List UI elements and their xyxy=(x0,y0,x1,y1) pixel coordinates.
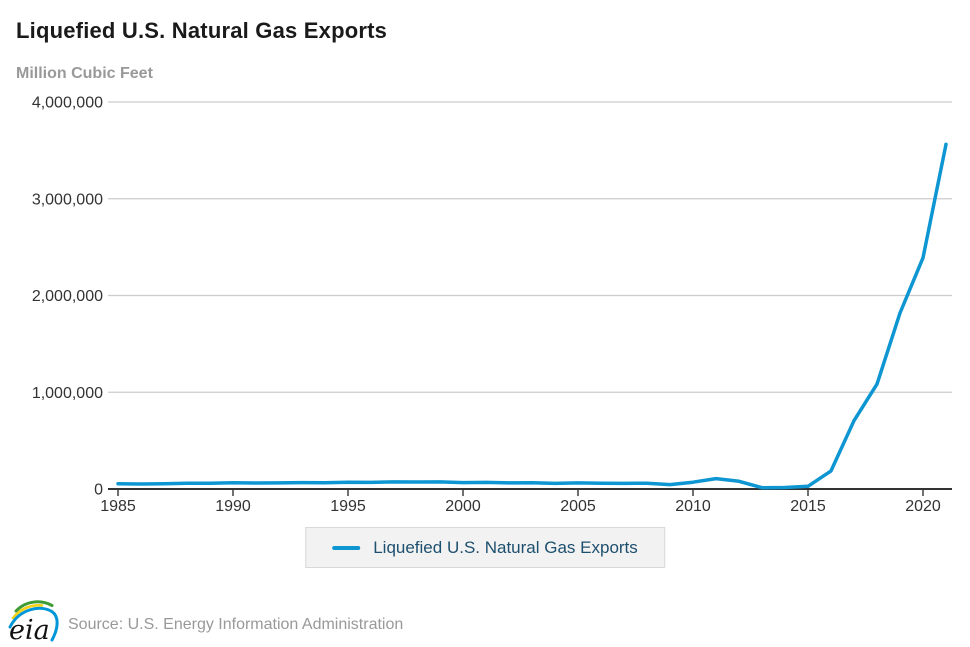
eia-logo: eia xyxy=(8,600,59,644)
x-axis-tick-label: 2000 xyxy=(445,498,481,515)
chart-title: Liquefied U.S. Natural Gas Exports xyxy=(16,18,388,43)
eia-logo-green-swoosh xyxy=(14,600,54,613)
footer: eia Source: U.S. Energy Information Admi… xyxy=(0,594,970,647)
x-axis-tick-label: 2020 xyxy=(905,498,941,515)
eia-logo-blue-swoosh xyxy=(8,606,59,642)
x-axis-tick-label: 2010 xyxy=(675,498,711,515)
legend-line-swatch xyxy=(332,545,361,550)
legend[interactable]: Liquefied U.S. Natural Gas Exports xyxy=(305,527,665,568)
x-axis-tick-label: 1990 xyxy=(215,498,251,515)
eia-logo-yellow-swoosh xyxy=(11,604,44,620)
x-axis-tick-label: 2005 xyxy=(560,498,596,515)
y-axis-tick-label: 1,000,000 xyxy=(32,385,103,402)
x-axis-tick-label: 1985 xyxy=(100,498,136,515)
eia-logo-text: eia xyxy=(9,615,50,644)
y-axis-tick-label: 0 xyxy=(94,482,103,499)
source-text: Source: U.S. Energy Information Administ… xyxy=(68,616,404,633)
legend-label: Liquefied U.S. Natural Gas Exports xyxy=(373,537,638,557)
data-line-series[interactable] xyxy=(116,142,948,490)
x-axis-tick-label: 2015 xyxy=(790,498,826,515)
x-axis-tick-label: 1995 xyxy=(330,498,366,515)
y-axis-tick-label: 2,000,000 xyxy=(32,288,103,305)
chart-subtitle: Million Cubic Feet xyxy=(16,65,153,82)
y-axis-tick-label: 4,000,000 xyxy=(32,95,103,112)
plot-area: 0 1,000,000 2,000,000 3,000,000 4,000,000 198… xyxy=(32,95,952,515)
y-axis-tick-label: 3,000,000 xyxy=(32,191,103,208)
